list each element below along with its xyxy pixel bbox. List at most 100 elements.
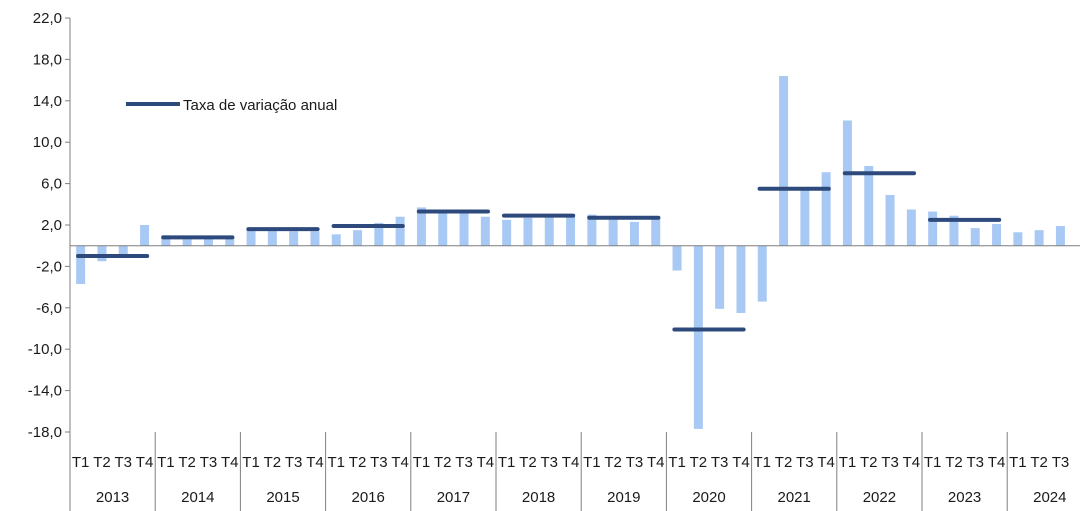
quarter-label: T4 xyxy=(391,454,409,471)
quarter-label: T2 xyxy=(690,454,708,471)
quarter-label: T2 xyxy=(1030,454,1048,471)
quarter-label: T4 xyxy=(732,454,750,471)
bar-2013-T3 xyxy=(118,245,128,257)
bar-2015-T3 xyxy=(289,231,299,246)
bar-2021-T4 xyxy=(821,172,831,246)
quarter-label: T3 xyxy=(285,454,303,471)
quarter-label: T3 xyxy=(626,454,644,471)
bar-2023-T4 xyxy=(992,223,1002,246)
quarter-label: T2 xyxy=(178,454,196,471)
bar-2024-T1 xyxy=(1013,232,1023,246)
year-label-2017: 2017 xyxy=(437,489,470,506)
y-tick-label: -10,0 xyxy=(28,341,62,358)
quarter-label: T3 xyxy=(881,454,899,471)
y-tick-label: -18,0 xyxy=(28,424,62,441)
quarter-label: T1 xyxy=(1009,454,1027,471)
quarter-label: T3 xyxy=(711,454,729,471)
bar-2022-T1 xyxy=(842,120,852,246)
quarter-label: T1 xyxy=(924,454,942,471)
year-label-2022: 2022 xyxy=(863,489,896,506)
bar-2020-T4 xyxy=(736,245,746,313)
bar-2017-T2 xyxy=(438,211,448,246)
quarter-label: T3 xyxy=(114,454,132,471)
bar-2015-T4 xyxy=(310,231,320,246)
quarter-label: T1 xyxy=(327,454,345,471)
quarter-label: T2 xyxy=(775,454,793,471)
annual-rate-segments xyxy=(76,171,1002,332)
quarter-label: T3 xyxy=(1052,454,1070,471)
quarter-label: T1 xyxy=(413,454,431,471)
bar-2014-T4 xyxy=(225,237,235,246)
bar-2017-T4 xyxy=(480,216,490,246)
quarter-label: T2 xyxy=(519,454,537,471)
bar-2021-T2 xyxy=(779,75,789,246)
year-label-2019: 2019 xyxy=(607,489,640,506)
quarter-label: T3 xyxy=(455,454,473,471)
quarter-label: T1 xyxy=(583,454,601,471)
y-tick-label: -6,0 xyxy=(36,300,62,317)
quarter-label: T4 xyxy=(647,454,665,471)
bar-2017-T1 xyxy=(416,207,426,246)
bar-2013-T4 xyxy=(140,225,150,246)
bar-2023-T2 xyxy=(949,215,959,246)
bar-2016-T1 xyxy=(331,234,341,246)
bar-2015-T1 xyxy=(246,229,256,246)
quarter-label: T2 xyxy=(264,454,282,471)
quarter-label: T2 xyxy=(93,454,111,471)
y-tick-label: 2,0 xyxy=(41,217,62,234)
bar-2018-T1 xyxy=(502,219,512,246)
quarter-label: T4 xyxy=(903,454,921,471)
y-tick-label: 14,0 xyxy=(33,93,62,110)
legend: Taxa de variação anual xyxy=(126,97,337,114)
bar-2014-T2 xyxy=(182,239,192,246)
bar-2024-T3 xyxy=(1055,226,1065,246)
legend-label-annual: Taxa de variação anual xyxy=(183,97,337,114)
bar-2020-T3 xyxy=(715,245,725,309)
year-label-2024: 2024 xyxy=(1033,489,1066,506)
bar-2019-T2 xyxy=(608,218,618,246)
bar-2014-T1 xyxy=(161,235,171,246)
bar-2018-T4 xyxy=(566,216,576,246)
year-label-2016: 2016 xyxy=(352,489,385,506)
bar-2018-T2 xyxy=(523,217,533,246)
quarter-label: T1 xyxy=(72,454,90,471)
year-label-2020: 2020 xyxy=(692,489,725,506)
quarter-label: T2 xyxy=(604,454,622,471)
quarter-label: T1 xyxy=(498,454,516,471)
bar-2016-T3 xyxy=(374,222,384,246)
quarter-label: T4 xyxy=(477,454,495,471)
quarter-label: T2 xyxy=(860,454,878,471)
y-tick-label: 22,0 xyxy=(33,10,62,27)
year-label-2021: 2021 xyxy=(778,489,811,506)
bar-2019-T4 xyxy=(651,217,661,246)
bar-2021-T1 xyxy=(757,245,767,302)
quarter-label: T1 xyxy=(839,454,857,471)
bar-2016-T2 xyxy=(353,230,363,246)
quarter-label: T4 xyxy=(988,454,1006,471)
bar-2019-T1 xyxy=(587,214,597,246)
bar-2020-T1 xyxy=(672,245,682,271)
quarter-label: T3 xyxy=(966,454,984,471)
quarter-label: T1 xyxy=(668,454,686,471)
bar-2024-T2 xyxy=(1034,230,1044,246)
quarter-label: T3 xyxy=(200,454,218,471)
year-label-2018: 2018 xyxy=(522,489,555,506)
quarter-label: T2 xyxy=(434,454,452,471)
bar-2020-T2 xyxy=(693,245,703,429)
bar-2023-T1 xyxy=(928,211,938,246)
quarter-label: T4 xyxy=(221,454,239,471)
bar-2019-T3 xyxy=(629,221,639,246)
y-axis: 22,0 18,0 14,0 10,0 6,0 2,0 -2,0 -6,0 -10,0 -14,0… xyxy=(28,10,71,441)
y-tick-label: -14,0 xyxy=(28,383,62,400)
quarter-label: T4 xyxy=(306,454,324,471)
bar-2017-T3 xyxy=(459,212,469,246)
bar-2022-T4 xyxy=(906,209,916,246)
bar-2015-T2 xyxy=(267,230,277,246)
bar-2013-T2 xyxy=(97,245,107,262)
bar-2014-T3 xyxy=(203,237,213,246)
year-label-2013: 2013 xyxy=(96,489,129,506)
y-tick-label: 6,0 xyxy=(41,176,62,193)
year-label-2014: 2014 xyxy=(181,489,214,506)
